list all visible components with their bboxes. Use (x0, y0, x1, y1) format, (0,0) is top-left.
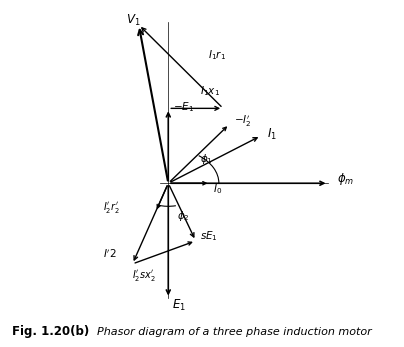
Text: $I_0$: $I_0$ (213, 183, 222, 196)
Text: $\phi_1$: $\phi_1$ (200, 152, 213, 166)
Text: $I'2$: $I'2$ (103, 248, 117, 260)
Text: $\phi_m$: $\phi_m$ (337, 171, 354, 187)
Text: $\phi_2$: $\phi_2$ (177, 209, 189, 223)
Text: $-E_1$: $-E_1$ (173, 100, 195, 114)
Text: $I_1 r_1$: $I_1 r_1$ (208, 48, 227, 62)
Text: $I_1 x_1$: $I_1 x_1$ (200, 84, 220, 98)
Text: $I_2' sx_2'$: $I_2' sx_2'$ (133, 268, 156, 283)
Text: $I_1$: $I_1$ (267, 127, 277, 142)
Text: $V_1$: $V_1$ (126, 13, 141, 28)
Text: Phasor diagram of a three phase induction motor: Phasor diagram of a three phase inductio… (97, 327, 372, 337)
Text: $E_1$: $E_1$ (173, 298, 186, 313)
Text: Fig. 1.20(b): Fig. 1.20(b) (12, 325, 89, 338)
Text: $-I_2'$: $-I_2'$ (234, 113, 251, 129)
Text: $sE_1$: $sE_1$ (200, 230, 218, 244)
Text: $I_2' r_2'$: $I_2' r_2'$ (103, 200, 120, 215)
